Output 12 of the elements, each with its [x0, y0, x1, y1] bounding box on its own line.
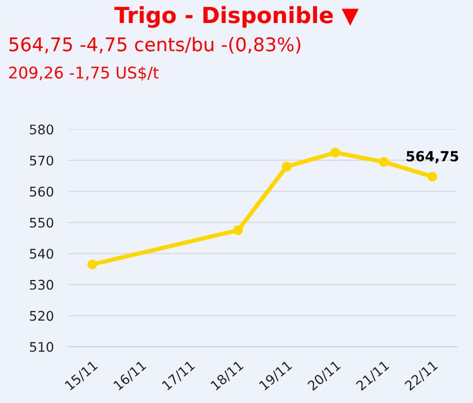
y-tick-label: 550: [30, 218, 54, 228]
chart-title: Trigo - Disponible ▼: [114, 6, 359, 28]
data-label: 564,75: [406, 150, 458, 164]
y-tick-label: 510: [30, 342, 54, 352]
chart-subtitle: 564,75 -4,75 cents/bu -(0,83%): [9, 36, 300, 54]
y-tick-label: 520: [30, 310, 54, 321]
text: 209,26 -1,75 US$/t: [9, 66, 159, 81]
y-tick-label: 540: [30, 248, 54, 259]
y-tick-label: 570: [30, 156, 54, 166]
y-tick-label: 530: [30, 280, 54, 290]
y-tick-label: 560: [30, 186, 54, 197]
y-tick-label: 580: [30, 124, 54, 134]
